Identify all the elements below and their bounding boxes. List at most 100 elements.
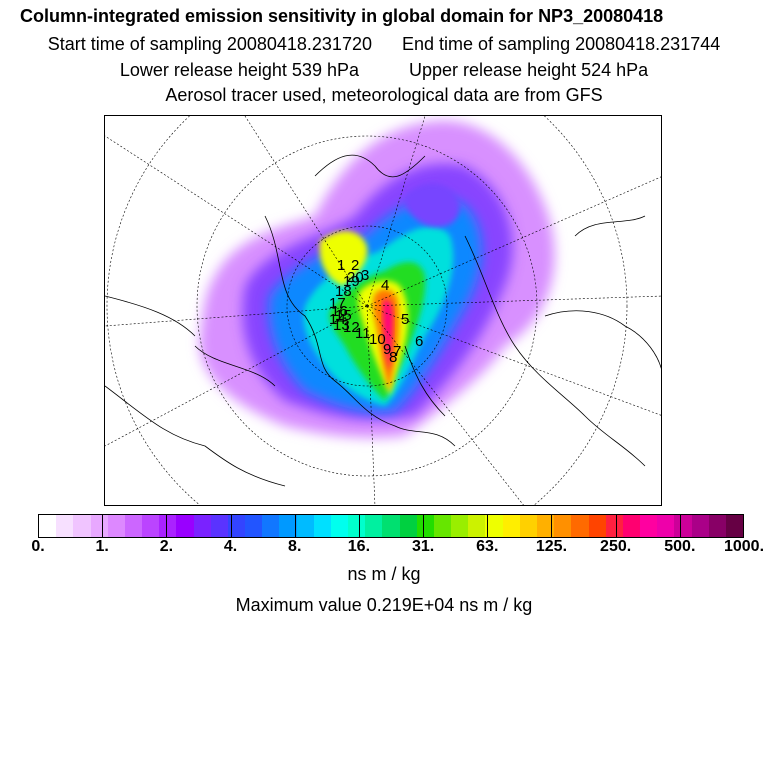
colorbar-tick-label: 1.: [95, 538, 109, 555]
colorbar-segment: [640, 515, 658, 537]
colorbar-segment: [605, 515, 623, 537]
colorbar-segment: [330, 515, 349, 537]
marker-17: 17: [329, 295, 346, 312]
colorbar-segment: [674, 515, 692, 537]
marker-5: 5: [401, 311, 409, 328]
colorbar-segment: [416, 515, 434, 537]
colorbar-segment: [554, 515, 572, 537]
marker-20: 20: [347, 269, 364, 286]
colorbar-divider: [615, 514, 617, 538]
end-time-label: End time of sampling 20080418.231744: [402, 34, 721, 54]
marker-16: 16: [331, 303, 348, 320]
colorbar-segment: [279, 515, 297, 537]
colorbar-segment: [708, 515, 726, 537]
colorbar-units: ns m / kg: [347, 564, 421, 584]
colorbar-segment: [451, 515, 469, 537]
colorbar-segment: [433, 515, 452, 537]
sampling-time-row: Start time of sampling 20080418.231720 E…: [0, 34, 768, 55]
colorbar-tick-label: 2.: [159, 538, 174, 555]
maximum-value-label: Maximum value 0.219E+04 ns m / kg: [235, 595, 533, 615]
colorbar-tick-label: 16.: [347, 538, 371, 555]
colorbar-divider: [230, 514, 232, 538]
marker-8: 8: [389, 349, 397, 366]
marker-9: 9: [383, 341, 391, 358]
marker-3: 3: [361, 267, 369, 284]
colorbar-tick-label: 63.: [476, 538, 499, 555]
marker-11: 11: [355, 325, 371, 342]
map-title: Column-integrated emission sensitivity i…: [20, 6, 664, 26]
colorbar-divider: [294, 514, 296, 538]
colorbar-segment: [296, 515, 314, 537]
graticule: [105, 116, 661, 505]
marker-14: 14: [329, 311, 346, 328]
marker-12: 12: [343, 319, 360, 336]
colorbar-segment: [365, 515, 383, 537]
sensitivity-field: [199, 120, 555, 438]
colorbar: [38, 514, 744, 538]
colorbar-divider: [679, 514, 681, 538]
map-svg: 1 2 3 4 5 6 7 8 9 10 11 12 13 14 15 16 1…: [105, 116, 661, 505]
colorbar-segment: [245, 515, 263, 537]
colorbar-tick-label: 1000.: [723, 538, 765, 555]
marker-7: 7: [393, 343, 401, 360]
colorbar-segment: [39, 515, 57, 537]
marker-19: 19: [343, 273, 360, 290]
marker-18: 18: [335, 283, 352, 300]
lower-release-height-label: Lower release height 539 hPa: [119, 60, 359, 80]
colorbar-segment: [725, 515, 744, 537]
marker-10: 10: [369, 331, 386, 348]
colorbar-segment: [657, 515, 675, 537]
colorbar-segment: [536, 515, 555, 537]
colorbar-segment: [193, 515, 211, 537]
colorbar-tick-label: 500.: [664, 538, 696, 555]
marker-2: 2: [351, 257, 359, 274]
colorbar-tick-label: 8.: [288, 538, 302, 555]
colorbar-segment: [485, 515, 503, 537]
colorbar-divider: [487, 514, 489, 538]
colorbar-divider: [166, 514, 168, 538]
colorbar-segment: [468, 515, 486, 537]
start-time-label: Start time of sampling 20080418.231720: [47, 34, 372, 54]
colorbar-segment: [142, 515, 160, 537]
colorbar-segment: [519, 515, 537, 537]
colorbar-tick-label: 125.: [535, 538, 568, 555]
marker-6: 6: [415, 333, 423, 350]
colorbar-divider: [358, 514, 360, 538]
colorbar-tick-label: 4.: [223, 538, 238, 555]
colorbar-tick-label: 250.: [600, 538, 632, 555]
colorbar-divider: [423, 514, 425, 538]
colorbar-segment: [622, 515, 641, 537]
colorbar-tick-label: 31.: [411, 538, 435, 555]
marker-1: 1: [337, 257, 345, 274]
colorbar-segment: [227, 515, 246, 537]
colorbar-segment: [399, 515, 417, 537]
colorbar-segment: [210, 515, 228, 537]
colorbar-segment: [588, 515, 606, 537]
marker-15: 15: [335, 307, 352, 324]
colorbar-segment: [56, 515, 74, 537]
colorbar-divider: [102, 514, 104, 538]
upper-release-height-label: Upper release height 524 hPa: [409, 60, 649, 80]
marker-13: 13: [333, 317, 350, 334]
colorbar-segment: [90, 515, 108, 537]
colorbar-segment: [691, 515, 709, 537]
colorbar-segment: [571, 515, 589, 537]
colorbar-segment: [107, 515, 125, 537]
colorbar-divider: [551, 514, 553, 538]
marker-4: 4: [381, 277, 389, 294]
coastlines: [105, 154, 661, 487]
emission-sensitivity-map: 1 2 3 4 5 6 7 8 9 10 11 12 13 14 15 16 1…: [104, 115, 662, 506]
colorbar-segment: [382, 515, 400, 537]
colorbar-segment: [124, 515, 143, 537]
release-height-row: Lower release height 539 hPa Upper relea…: [0, 60, 768, 81]
colorbar-segment: [313, 515, 331, 537]
colorbar-tick-label: 0.: [31, 538, 45, 555]
tracer-info-line: Aerosol tracer used, meteorological data…: [165, 85, 603, 105]
colorbar-segment: [159, 515, 177, 537]
colorbar-segment: [73, 515, 91, 537]
colorbar-segment: [176, 515, 194, 537]
colorbar-segment: [262, 515, 280, 537]
colorbar-segment: [348, 515, 366, 537]
source-markers: 1 2 3 4 5 6 7 8 9 10 11 12 13 14 15 16 1…: [329, 257, 423, 366]
colorbar-segment: [502, 515, 520, 537]
